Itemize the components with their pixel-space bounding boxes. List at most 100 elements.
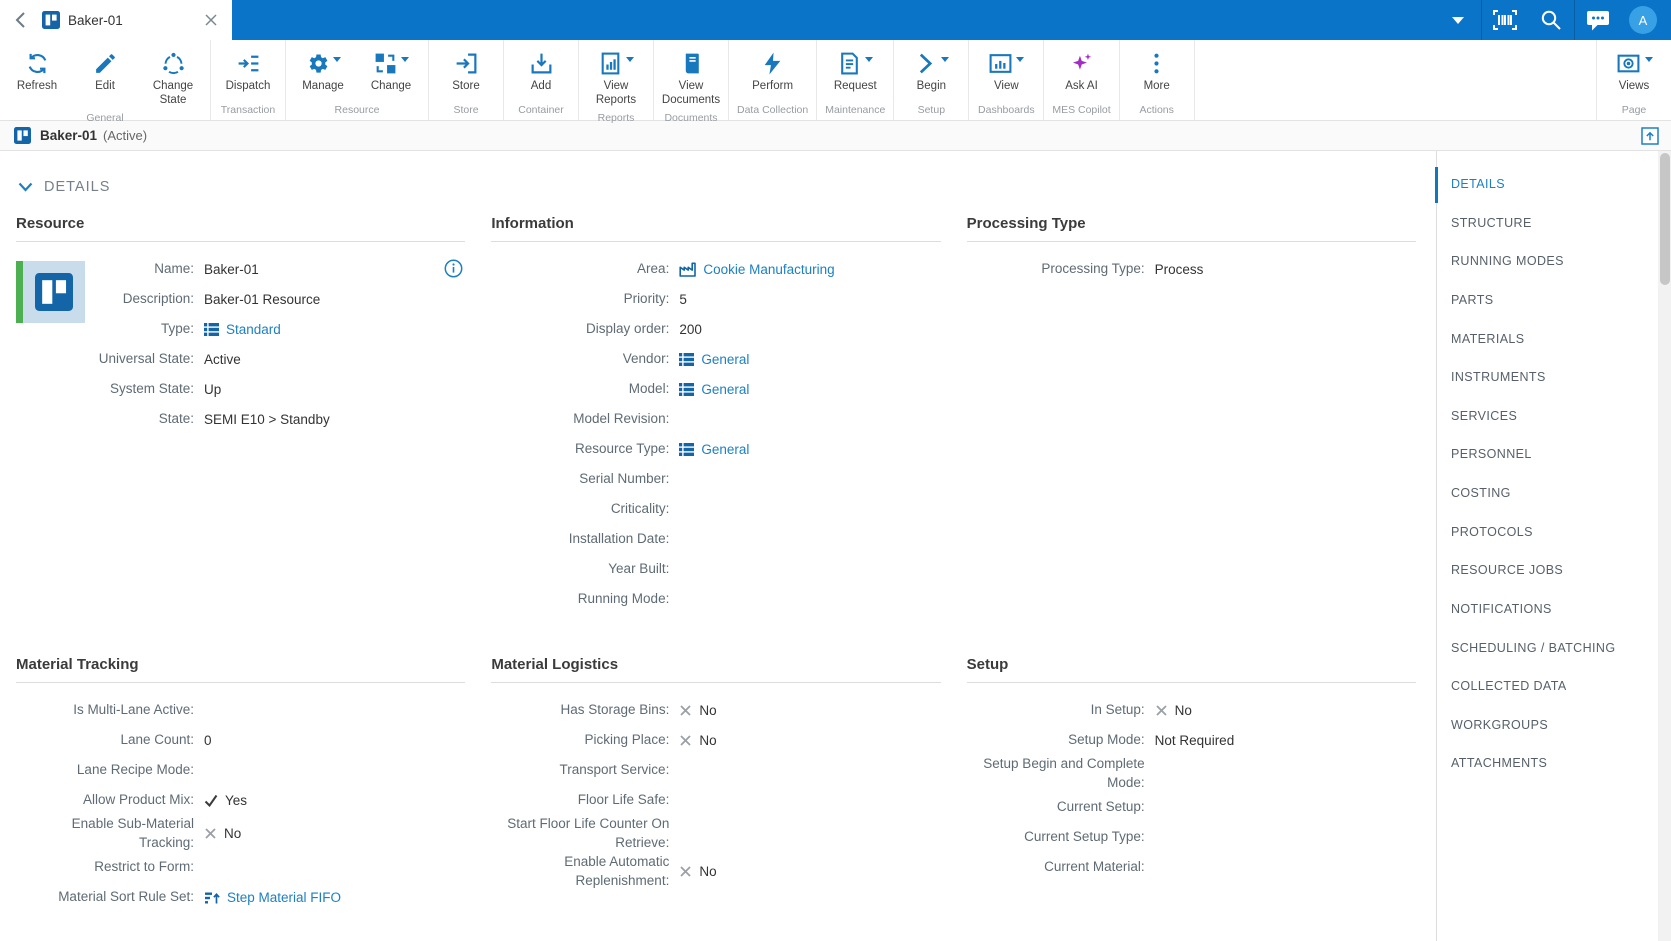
nav-item-costing[interactable]: COSTING [1451, 486, 1511, 500]
barcode-scan-button[interactable] [1482, 0, 1528, 40]
gear-icon [309, 53, 328, 73]
nav-item-running-modes[interactable]: RUNNING MODES [1451, 254, 1564, 269]
panel-material-logistics: Material Logistics Has Storage Bins: No … [491, 656, 941, 913]
field-row-restrict-to-form: Restrict to Form: [16, 853, 465, 883]
nav-item-materials[interactable]: MATERIALS [1451, 331, 1525, 346]
resource-type-link[interactable]: General [701, 441, 750, 457]
nav-item-protocols[interactable]: PROTOCOLS [1451, 524, 1533, 539]
field-row-current-setup: Current Setup: [967, 793, 1416, 823]
change-label: Change [370, 80, 412, 92]
nav-item-services[interactable]: SERVICES [1451, 408, 1518, 423]
ribbon-group-transaction: Dispatch Transaction [211, 40, 286, 120]
field-label: Criticality: [610, 500, 670, 516]
field-row-setup-begin-complete-mode: Setup Begin and Complete Mode: [967, 755, 1416, 793]
area-link[interactable]: Cookie Manufacturing [703, 261, 835, 277]
field-value: Baker-01 Resource [204, 291, 321, 307]
nav-item-workgroups[interactable]: WORKGROUPS [1451, 717, 1549, 732]
view-documents-button[interactable]: View Documents [660, 47, 722, 108]
field-row-running-mode: Running Mode: [491, 584, 940, 614]
dropdown-caret-icon [401, 56, 409, 62]
tab-title[interactable]: Baker-01 [68, 12, 123, 28]
field-label: Transport Service: [559, 761, 670, 777]
manage-button[interactable]: Manage [292, 47, 354, 100]
more-button[interactable]: More [1126, 47, 1188, 100]
field-label: Current Setup: [1056, 799, 1145, 815]
app-menu-caret[interactable] [1435, 0, 1481, 40]
back-button[interactable] [8, 8, 32, 32]
tab-close-icon[interactable] [200, 9, 222, 31]
begin-chevron-icon [920, 53, 933, 73]
nav-item-resource-jobs[interactable]: RESOURCE JOBS [1451, 563, 1564, 578]
panel-resource: Resource Name: Baker-01 Description: [16, 215, 466, 614]
nav-item-attachments[interactable]: ATTACHMENTS [1451, 756, 1548, 771]
nav-item-parts[interactable]: PARTS [1451, 292, 1494, 307]
view-dashboards-button[interactable]: View [975, 47, 1037, 100]
dispatch-label: Dispatch [225, 80, 271, 92]
perform-button[interactable]: Perform [742, 47, 804, 100]
nav-item-notifications[interactable]: NOTIFICATIONS [1451, 601, 1552, 616]
material-sort-rule-set-link[interactable]: Step Material FIFO [227, 890, 342, 906]
x-icon [1156, 704, 1167, 716]
change-state-button[interactable]: Change State [142, 47, 204, 108]
change-button[interactable]: Change [360, 47, 422, 100]
field-value [204, 700, 465, 720]
views-button[interactable]: Views [1603, 47, 1665, 100]
view-reports-button[interactable]: View Reports [585, 47, 647, 108]
x-icon [680, 704, 691, 716]
info-icon[interactable] [444, 259, 463, 283]
dispatch-button[interactable]: Dispatch [217, 47, 279, 100]
resource-image-tile[interactable] [16, 261, 85, 323]
ribbon-group-label: Transaction [220, 104, 276, 116]
nav-item-personnel[interactable]: PERSONNEL [1451, 447, 1532, 462]
field-label: Enable Automatic Replenishment: [564, 853, 670, 888]
field-value: No [699, 702, 717, 718]
field-label: State: [158, 410, 194, 426]
ask-ai-button[interactable]: Ask AI [1051, 47, 1113, 100]
field-label: Type: [160, 320, 194, 336]
field-row-material-sort-rule-set: Material Sort Rule Set: Step Material FI… [16, 883, 465, 913]
topbar-divider [1481, 0, 1482, 40]
store-button[interactable]: Store [435, 47, 497, 100]
field-row-current-material: Current Material: [967, 853, 1416, 883]
search-button[interactable] [1528, 0, 1574, 40]
type-link[interactable]: Standard [226, 321, 281, 337]
details-section-toggle[interactable]: DETAILS [18, 179, 1422, 195]
field-label: Floor Life Safe: [577, 791, 670, 807]
begin-button[interactable]: Begin [900, 47, 962, 100]
swap-icon [375, 53, 396, 73]
ribbon-group-label: Page [1621, 104, 1647, 116]
panel-setup: Setup In Setup: No Setup Mode: Not Requi… [966, 656, 1416, 913]
nav-item-collected-data[interactable]: COLLECTED DATA [1451, 679, 1567, 694]
ribbon-group-label: Setup [917, 104, 946, 116]
field-label: Running Mode: [577, 590, 670, 606]
field-label: Setup Mode: [1068, 731, 1145, 747]
panel-processing-type: Processing Type Processing Type: Process [966, 215, 1416, 614]
ribbon-group-store: Store Store [429, 40, 504, 120]
field-row-allow-product-mix: Allow Product Mix: Yes [16, 785, 465, 815]
feedback-button[interactable] [1575, 0, 1621, 40]
nav-item-scheduling-batching[interactable]: SCHEDULING / BATCHING [1451, 640, 1616, 655]
nav-item-structure[interactable]: STRUCTURE [1451, 215, 1532, 230]
dispatch-icon [238, 55, 258, 71]
request-label: Request [833, 80, 877, 92]
ribbon-spacer [1195, 40, 1596, 120]
edit-label: Edit [95, 80, 115, 92]
field-row-has-storage-bins: Has Storage Bins: No [491, 695, 940, 725]
request-button[interactable]: Request [824, 47, 886, 100]
field-value: No [699, 864, 717, 880]
field-label: Processing Type: [1041, 260, 1145, 276]
edit-button[interactable]: Edit [74, 47, 136, 108]
add-button[interactable]: Add [510, 47, 572, 100]
refresh-button[interactable]: Refresh [6, 47, 68, 108]
expand-page-button[interactable] [1641, 126, 1659, 145]
nav-item-details[interactable]: DETAILS [1435, 167, 1658, 203]
vendor-link[interactable]: General [701, 351, 750, 367]
ribbon-group-container: Add Container [504, 40, 579, 120]
model-link[interactable]: General [701, 381, 750, 397]
field-value [1155, 828, 1416, 848]
field-label: Year Built: [608, 560, 670, 576]
nav-item-instruments[interactable]: INSTRUMENTS [1451, 370, 1546, 385]
scrollbar-thumb[interactable] [1659, 153, 1670, 285]
vertical-scrollbar[interactable] [1658, 151, 1671, 941]
avatar[interactable]: A [1629, 6, 1657, 34]
